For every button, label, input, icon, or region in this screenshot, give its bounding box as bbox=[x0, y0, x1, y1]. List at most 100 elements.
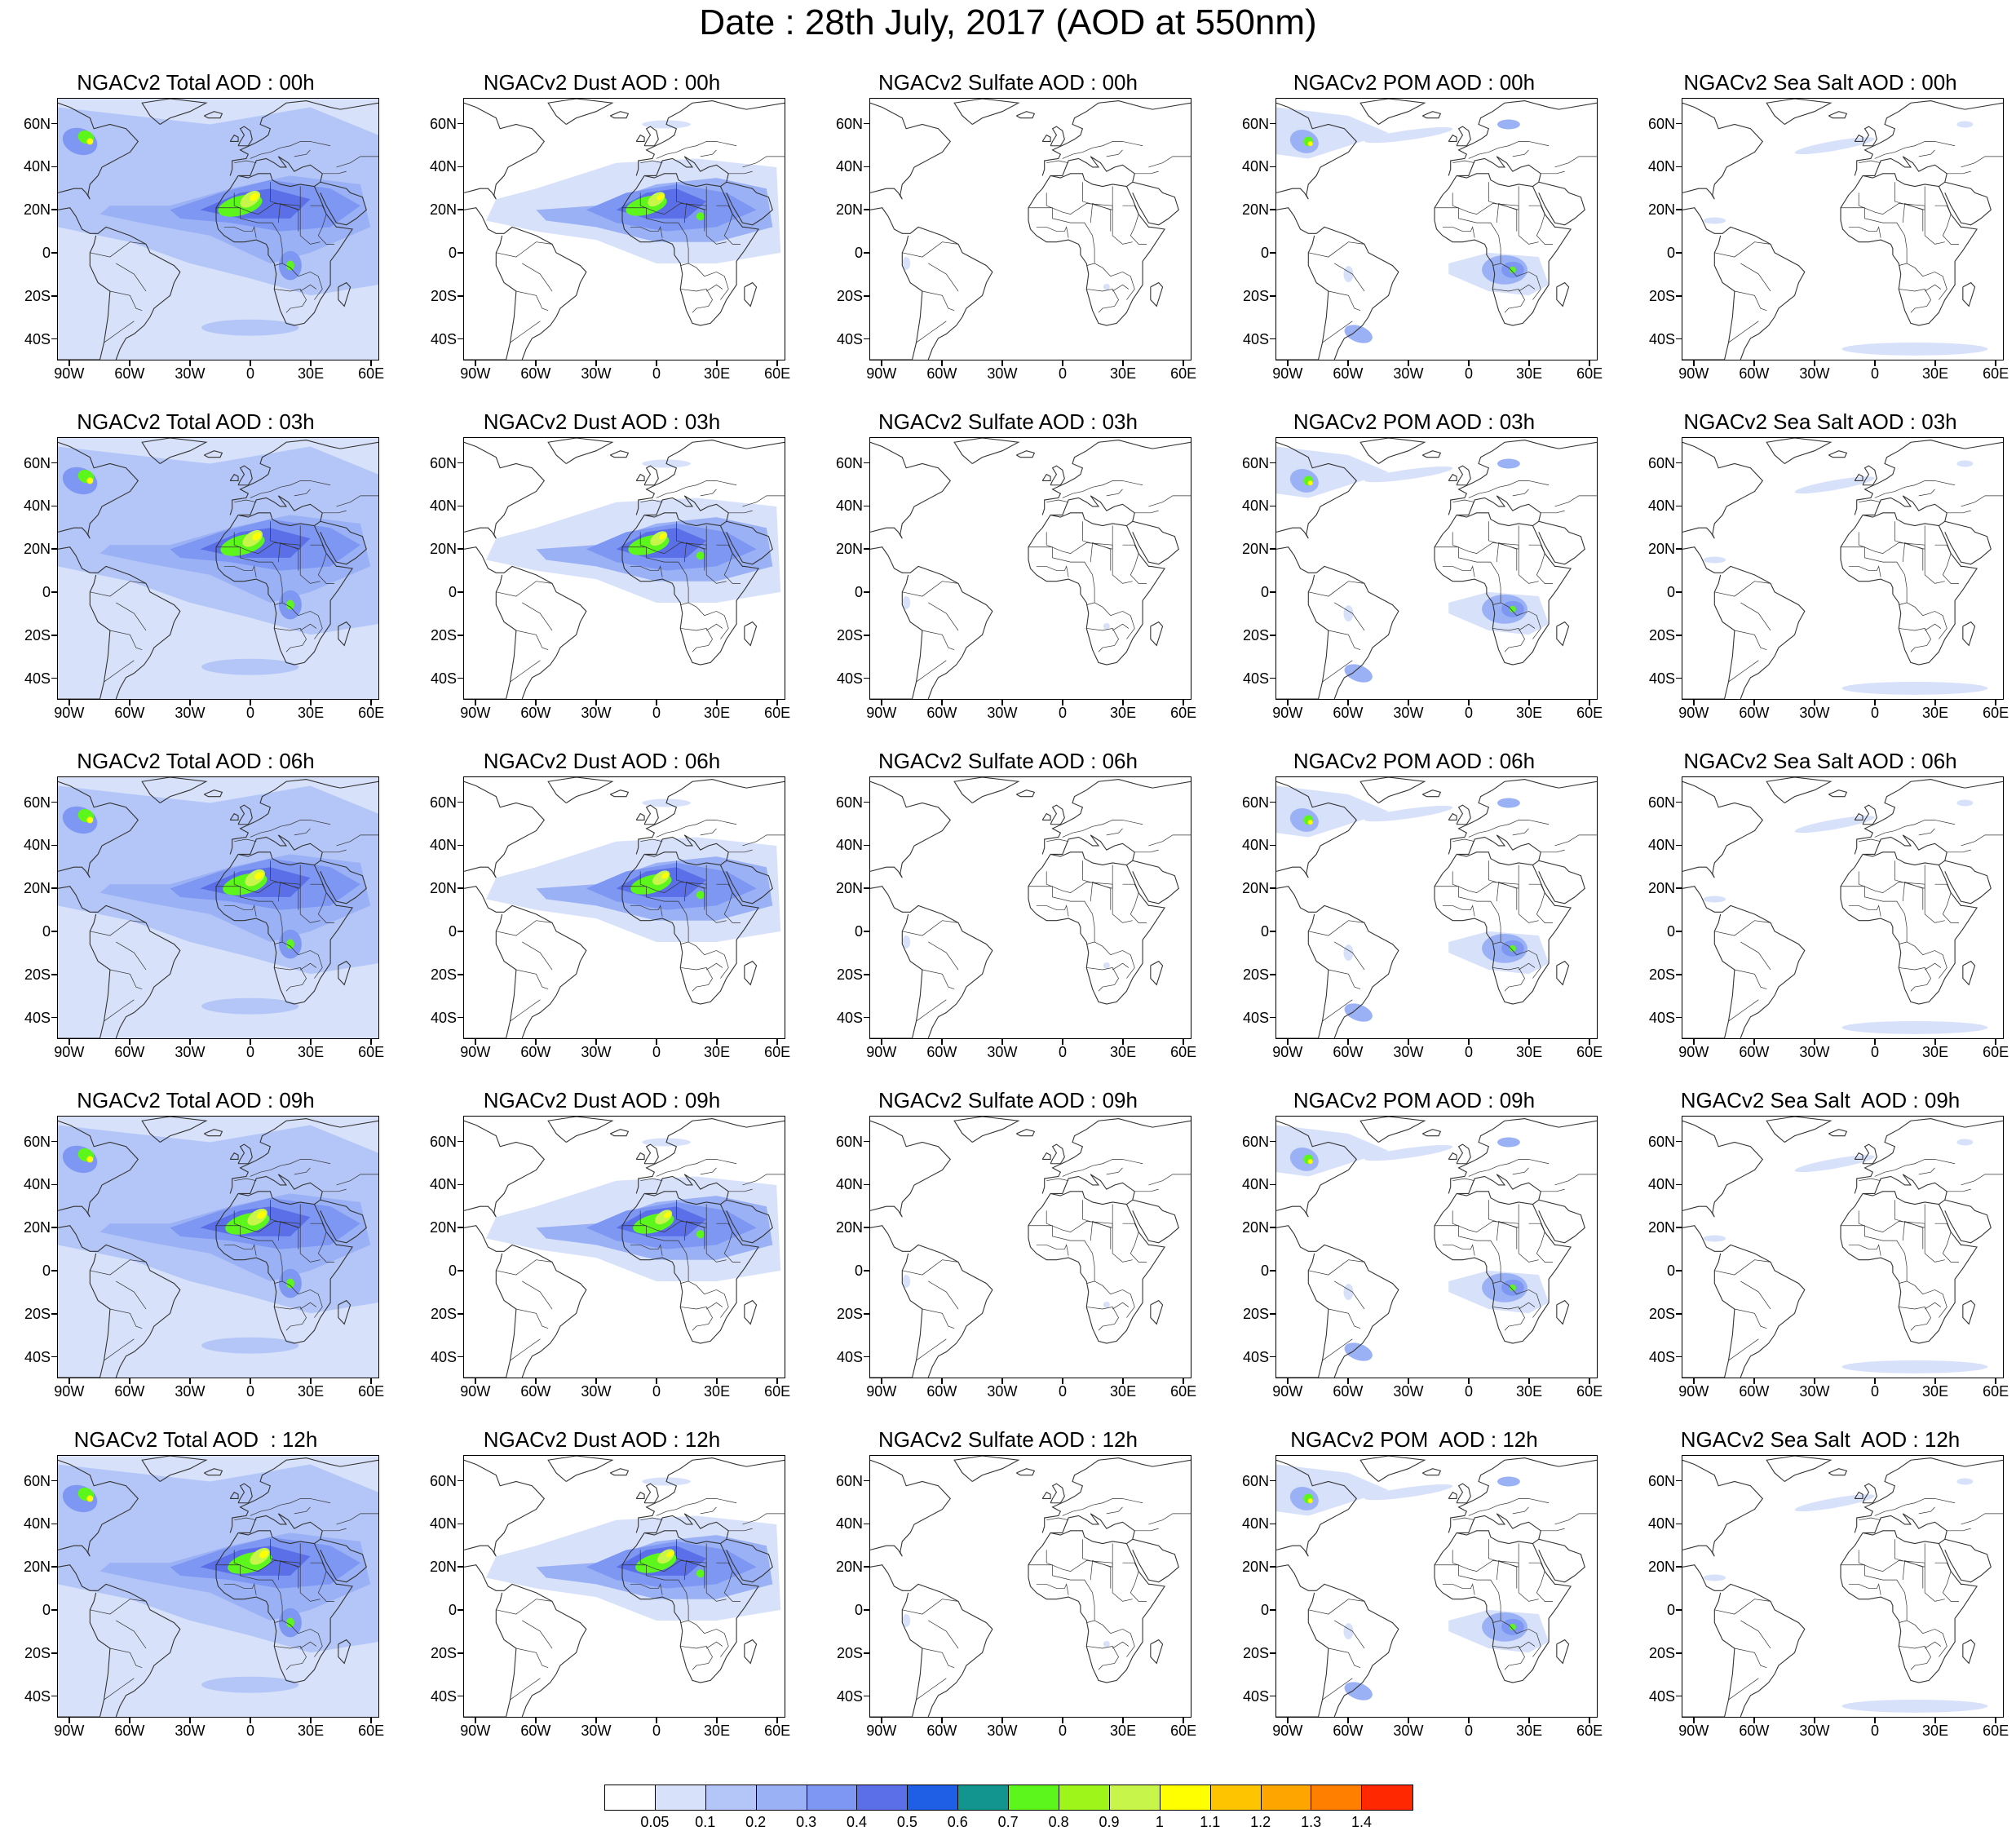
lat-label: 60N bbox=[1241, 115, 1269, 132]
country-border bbox=[1106, 149, 1123, 157]
lat-label: 40N bbox=[1647, 1176, 1675, 1193]
country-border bbox=[1714, 581, 1771, 597]
country-border bbox=[706, 962, 723, 971]
country-border bbox=[1519, 284, 1536, 292]
coastline bbox=[1456, 1513, 1541, 1545]
country-border bbox=[1036, 1583, 1069, 1595]
lon-label: 90W bbox=[1678, 1383, 1709, 1400]
country-border bbox=[281, 941, 323, 979]
lat-tick bbox=[51, 462, 57, 464]
country-border bbox=[1468, 1498, 1550, 1516]
country-border bbox=[1858, 871, 1945, 923]
coastline bbox=[1276, 1120, 1358, 1218]
lat-tick bbox=[51, 1609, 57, 1611]
lat-label: 0 bbox=[448, 584, 457, 601]
coastline bbox=[643, 1174, 729, 1205]
country-border bbox=[522, 941, 553, 971]
lat-tick bbox=[458, 462, 463, 464]
coastline bbox=[1359, 1117, 1426, 1143]
lat-label: 40N bbox=[835, 158, 863, 175]
country-border bbox=[706, 284, 723, 292]
country-border bbox=[1062, 141, 1143, 159]
coastline bbox=[58, 1592, 111, 1717]
lon-label: 60W bbox=[1333, 1723, 1364, 1739]
lon-label: 90W bbox=[460, 1044, 491, 1060]
lon-label: 30E bbox=[1922, 1723, 1949, 1739]
lon-label: 60W bbox=[114, 1044, 145, 1060]
aod-map bbox=[870, 1117, 1191, 1378]
lon-label: 0 bbox=[652, 365, 661, 382]
aerosol-plume bbox=[1497, 119, 1520, 130]
coastline bbox=[141, 777, 208, 803]
country-border bbox=[640, 1178, 663, 1182]
map-panel: NGACv2 Sea Salt AOD : 03h 60N 40N 20N 0 20S 40… bbox=[1625, 409, 2016, 736]
lon-label: 60W bbox=[926, 705, 957, 721]
lon-label: 30W bbox=[581, 1723, 612, 1739]
country-border bbox=[1148, 834, 1191, 847]
country-border bbox=[1918, 1167, 1935, 1175]
lon-label: 60W bbox=[520, 705, 551, 721]
aerosol-plume bbox=[1956, 1139, 1974, 1146]
panel-title: NGACv2 Sea Salt AOD : 12h bbox=[1680, 1427, 1961, 1452]
lon-tick bbox=[535, 360, 537, 366]
aerosol-plume bbox=[1841, 1360, 1988, 1373]
coastline bbox=[643, 126, 659, 147]
lat-label: 20S bbox=[836, 1644, 863, 1661]
lat-tick bbox=[1270, 1356, 1275, 1358]
lon-label: 60E bbox=[1576, 1723, 1603, 1739]
country-border bbox=[294, 1506, 311, 1515]
country-border bbox=[1906, 602, 1947, 639]
country-border bbox=[1046, 499, 1069, 503]
country-border bbox=[1148, 156, 1191, 168]
lon-tick bbox=[1995, 1718, 1996, 1723]
coastline bbox=[1682, 102, 1764, 200]
coastline bbox=[1016, 1129, 1036, 1137]
lat-tick bbox=[51, 801, 57, 803]
country-border bbox=[1028, 1564, 1095, 1623]
lat-tick bbox=[51, 1140, 57, 1143]
country-border bbox=[1328, 290, 1361, 312]
lon-label: 90W bbox=[460, 1383, 491, 1400]
aerosol-plume bbox=[201, 997, 299, 1015]
lon-tick bbox=[69, 1039, 70, 1045]
lon-label: 30E bbox=[1922, 1044, 1949, 1060]
country-border bbox=[1062, 480, 1143, 498]
lon-label: 0 bbox=[245, 1383, 254, 1400]
country-border bbox=[233, 1210, 321, 1263]
country-border bbox=[630, 1583, 663, 1595]
map-frame bbox=[1682, 437, 2004, 700]
lat-label: 20S bbox=[1242, 1305, 1269, 1322]
country-border bbox=[640, 1517, 663, 1521]
country-border bbox=[1134, 1188, 1159, 1192]
lat-label: 0 bbox=[448, 1602, 457, 1619]
lon-tick bbox=[1287, 1378, 1289, 1384]
lon-tick bbox=[656, 360, 657, 366]
lat-tick bbox=[1676, 1016, 1682, 1019]
lon-tick bbox=[1693, 1378, 1695, 1384]
country-border bbox=[510, 999, 541, 1022]
lon-label: 90W bbox=[1678, 705, 1709, 721]
country-border bbox=[1106, 1167, 1123, 1175]
colorbar-box bbox=[1261, 1785, 1312, 1810]
country-border bbox=[300, 962, 317, 971]
aod-map bbox=[1276, 99, 1597, 360]
country-border bbox=[116, 263, 147, 292]
lat-tick bbox=[458, 1609, 463, 1611]
lon-tick bbox=[595, 360, 597, 366]
coastline bbox=[1456, 126, 1471, 147]
lon-label: 30W bbox=[1393, 1044, 1424, 1060]
coastline bbox=[464, 546, 587, 699]
country-border bbox=[1918, 828, 1935, 836]
country-border bbox=[1308, 920, 1365, 936]
coastline bbox=[1150, 960, 1164, 986]
colorbar-label: 0.9 bbox=[1099, 1814, 1120, 1830]
country-border bbox=[716, 205, 741, 245]
lat-tick bbox=[1676, 338, 1682, 340]
coastline bbox=[1041, 100, 1191, 176]
country-border bbox=[1328, 1647, 1361, 1669]
coastline bbox=[58, 1120, 139, 1218]
lat-tick bbox=[864, 1016, 869, 1019]
coastline bbox=[320, 1199, 367, 1244]
lat-tick bbox=[1676, 252, 1682, 254]
lon-tick bbox=[189, 1378, 191, 1384]
